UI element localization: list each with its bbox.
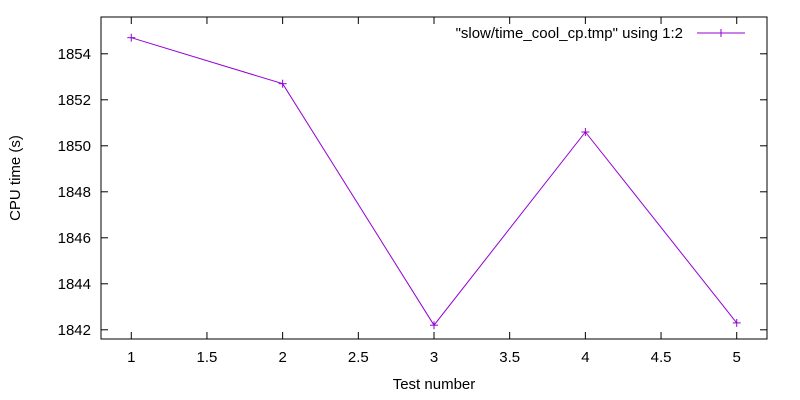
x-tick-label: 4.5: [651, 349, 672, 366]
data-point-marker: [430, 321, 438, 330]
data-point-marker: [127, 33, 136, 42]
y-axis-label: CPU time (s): [7, 135, 24, 221]
y-tick-label: 1842: [58, 322, 91, 339]
x-axis-label: Test number: [393, 376, 476, 393]
x-tick-label: 1.5: [197, 349, 218, 366]
y-tick-label: 1848: [58, 184, 91, 201]
x-tick-label: 4: [581, 349, 589, 366]
data-point-marker: [581, 128, 590, 136]
y-tick-label: 1852: [58, 92, 91, 109]
legend-marker-plus: [717, 29, 725, 37]
data-point-marker: [278, 79, 287, 88]
legend: "slow/time_cool_cp.tmp" using 1:2: [456, 25, 745, 42]
x-tick-label: 2: [278, 349, 286, 366]
axis-ticks-group: 1 1.5 2 2.5 3 3.5 4 4.5 5 1842 1844 1846 1848 1850 185…: [58, 17, 767, 366]
legend-marker: [717, 29, 725, 37]
y-tick-label: 1850: [58, 138, 91, 155]
y-tick-label: 1846: [58, 230, 91, 247]
x-tick-label: 1: [127, 349, 135, 366]
x-tick-label: 3.5: [499, 349, 520, 366]
plot-frame-group: [100, 16, 768, 340]
x-tick-label: 2.5: [348, 349, 369, 366]
x-tick-label: 5: [733, 349, 741, 366]
data-point-marker: [732, 318, 741, 327]
series-group: [127, 33, 741, 330]
legend-label: "slow/time_cool_cp.tmp" using 1:2: [456, 25, 683, 42]
series-line: [131, 37, 738, 327]
y-tick-label: 1844: [58, 276, 91, 293]
x-tick-label: 3: [430, 349, 438, 366]
plot-frame: [100, 16, 768, 340]
y-tick-label: 1854: [58, 46, 91, 63]
